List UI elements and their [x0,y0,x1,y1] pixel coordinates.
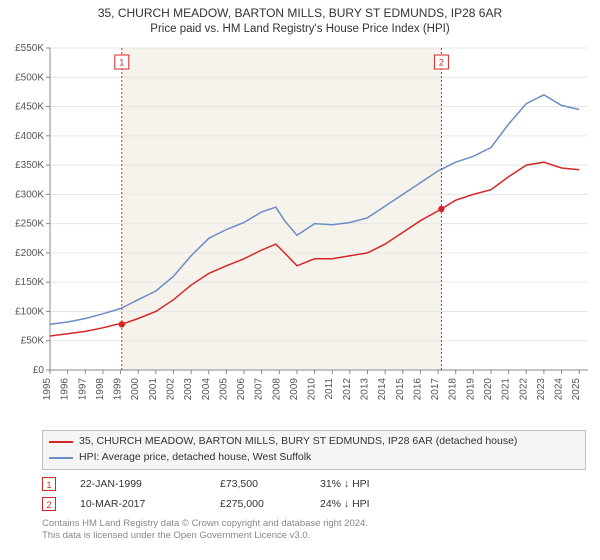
svg-text:2007: 2007 [254,378,265,401]
svg-text:2023: 2023 [536,378,547,401]
svg-text:2002: 2002 [165,378,176,401]
svg-text:2003: 2003 [183,378,194,401]
svg-text:£400K: £400K [15,131,44,142]
legend-swatch [49,441,73,443]
svg-text:2: 2 [439,58,444,68]
footer-attribution: Contains HM Land Registry data © Crown c… [42,518,368,543]
svg-text:2015: 2015 [395,378,406,401]
svg-text:2008: 2008 [271,378,282,401]
svg-text:1997: 1997 [77,378,88,401]
svg-text:£450K: £450K [15,102,44,113]
svg-text:2013: 2013 [360,378,371,401]
svg-text:£500K: £500K [15,72,44,83]
svg-text:£350K: £350K [15,160,44,171]
legend: 35, CHURCH MEADOW, BARTON MILLS, BURY ST… [42,430,586,470]
svg-text:1: 1 [119,58,124,68]
footer-line: This data is licensed under the Open Gov… [42,530,368,542]
svg-text:£200K: £200K [15,248,44,259]
transaction-date: 10-MAR-2017 [80,498,220,510]
transaction-diff: 31% ↓ HPI [320,478,440,490]
svg-text:1999: 1999 [113,378,124,401]
svg-text:2022: 2022 [518,378,529,401]
svg-text:1998: 1998 [95,378,106,401]
svg-text:£150K: £150K [15,277,44,288]
svg-text:2020: 2020 [483,378,494,401]
svg-text:2017: 2017 [430,378,441,401]
svg-text:2010: 2010 [307,378,318,401]
transaction-table: 1 22-JAN-1999 £73,500 31% ↓ HPI 2 10-MAR… [42,474,440,514]
chart-subtitle: Price paid vs. HM Land Registry's House … [0,22,600,37]
legend-item: 35, CHURCH MEADOW, BARTON MILLS, BURY ST… [49,434,579,450]
svg-text:2011: 2011 [324,378,335,400]
svg-text:2004: 2004 [201,378,212,401]
svg-text:2019: 2019 [465,378,476,401]
svg-text:2005: 2005 [218,378,229,401]
transaction-price: £73,500 [220,478,320,490]
transaction-row: 2 10-MAR-2017 £275,000 24% ↓ HPI [42,494,440,514]
svg-text:£550K: £550K [15,43,44,54]
chart-title: 35, CHURCH MEADOW, BARTON MILLS, BURY ST… [0,6,600,22]
svg-text:2021: 2021 [501,378,512,401]
transaction-marker: 1 [42,477,56,491]
transaction-price: £275,000 [220,498,320,510]
svg-text:2012: 2012 [342,378,353,401]
transaction-date: 22-JAN-1999 [80,478,220,490]
legend-item: HPI: Average price, detached house, West… [49,450,579,466]
svg-text:£50K: £50K [21,336,45,347]
svg-text:£0: £0 [33,365,45,376]
transaction-row: 1 22-JAN-1999 £73,500 31% ↓ HPI [42,474,440,494]
footer-line: Contains HM Land Registry data © Crown c… [42,518,368,530]
legend-label: 35, CHURCH MEADOW, BARTON MILLS, BURY ST… [79,434,517,450]
svg-text:2024: 2024 [554,378,565,401]
transaction-marker: 2 [42,497,56,511]
svg-text:2018: 2018 [448,378,459,401]
svg-text:1996: 1996 [60,378,71,401]
svg-text:£300K: £300K [15,189,44,200]
legend-label: HPI: Average price, detached house, West… [79,450,311,466]
svg-text:2016: 2016 [412,378,423,401]
svg-text:£250K: £250K [15,219,44,230]
svg-text:£100K: £100K [15,306,44,317]
svg-text:2025: 2025 [571,378,582,401]
price-chart: £0 £50K £100K £150K £200K £250K £300K £350K £400… [6,42,594,422]
svg-text:2014: 2014 [377,378,388,401]
svg-text:2001: 2001 [148,378,159,401]
svg-text:2006: 2006 [236,378,247,401]
svg-text:1995: 1995 [42,378,53,401]
legend-swatch [49,457,73,459]
transaction-diff: 24% ↓ HPI [320,498,440,510]
svg-text:2000: 2000 [130,378,141,401]
svg-text:2009: 2009 [289,378,300,401]
